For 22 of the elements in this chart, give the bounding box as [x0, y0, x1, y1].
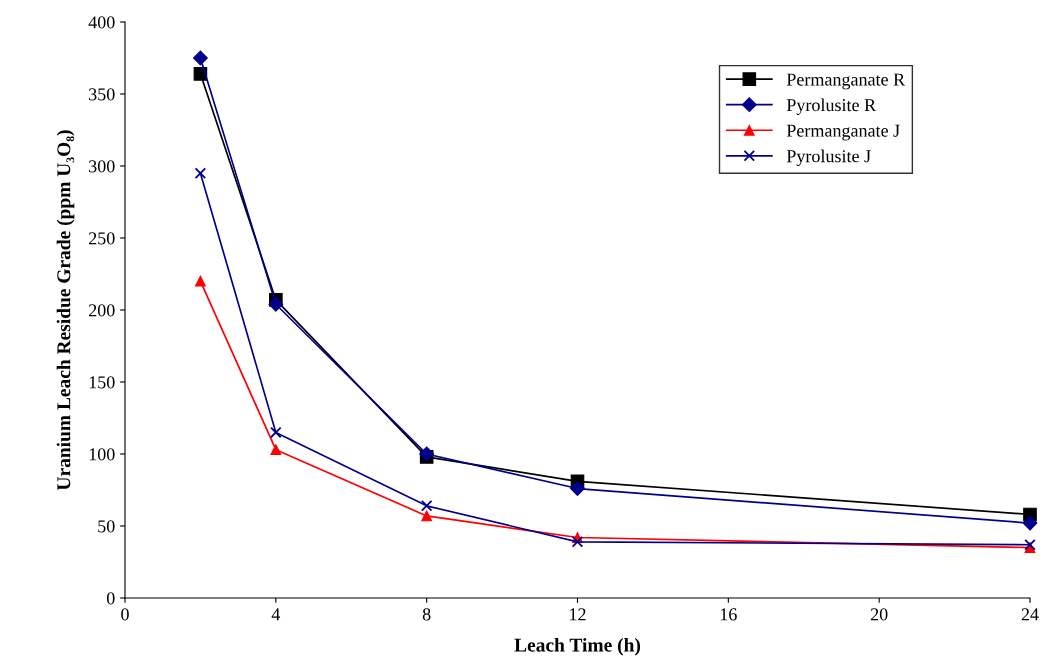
x-tick-label: 16	[720, 608, 737, 621]
legend-label: Pyrolusite J	[786, 149, 871, 167]
y-tick-label: 150	[89, 376, 115, 389]
legend-label: Permanganate J	[786, 124, 900, 141]
y-tick-label: 300	[89, 160, 115, 173]
y-tick-label: 100	[89, 448, 115, 461]
x-tick-label: 12	[570, 608, 586, 621]
x-tick-label: 8	[422, 608, 431, 621]
y-tick-label: 400	[88, 16, 115, 29]
x-axis-title: Leach Time (h)	[514, 637, 641, 656]
y-tick-label: 250	[88, 232, 115, 245]
y-tick-label: 200	[88, 304, 115, 317]
y-tick-label: 50	[98, 520, 115, 533]
x-tick-label: 20	[870, 608, 888, 621]
y-tick-label: 0	[106, 592, 115, 605]
legend-label: Pyrolusite R	[786, 98, 877, 115]
y-axis-title: Uranium Leach Residue Grade (ppm U₃O₈)	[56, 130, 75, 491]
x-tick-label: 4	[271, 608, 281, 621]
x-tick-label: 24	[1021, 608, 1039, 621]
legend-label: Permanganate R	[786, 73, 906, 90]
x-tick-label: 0	[121, 608, 129, 621]
y-tick-label: 350	[89, 88, 115, 101]
